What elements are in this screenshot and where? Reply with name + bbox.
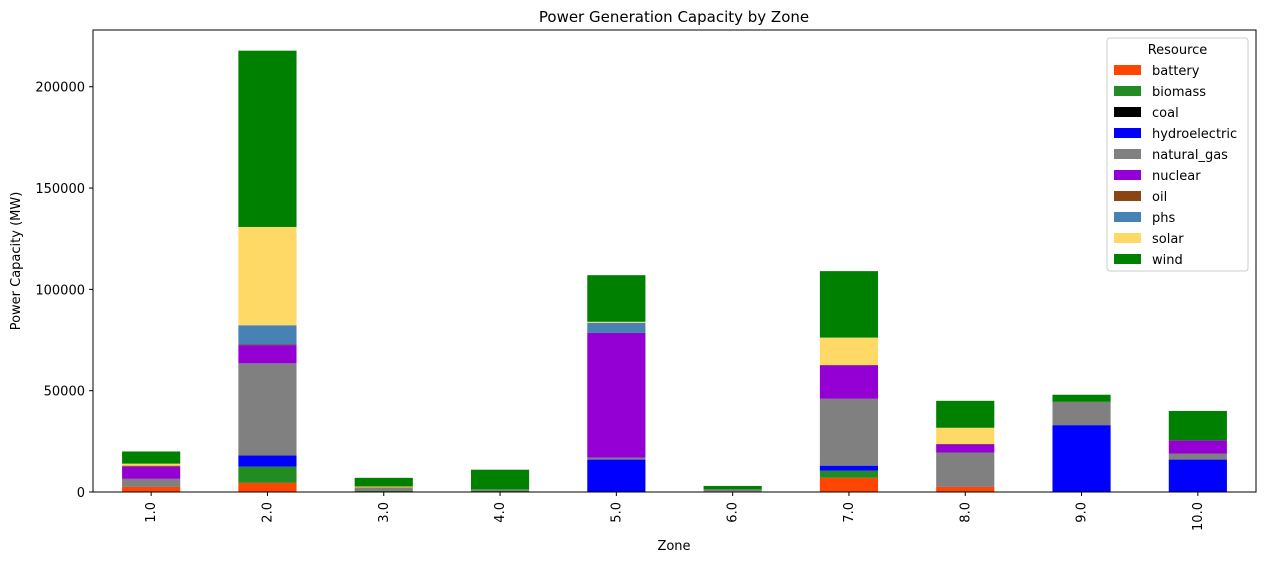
y-axis: 0 50000 100000 150000 200000 — [35, 81, 93, 501]
bar-segment-biomass-zone-2.0 — [238, 466, 297, 483]
bar-segment-solar-zone-7.0 — [819, 337, 879, 365]
legend-title: Resource — [1148, 43, 1208, 58]
bar-segment-wind-zone-7.0 — [819, 271, 879, 338]
bar-segment-biomass-zone-3.0 — [354, 490, 413, 492]
x-tick-label: 10.0 — [1191, 502, 1206, 531]
legend-label-biomass: biomass — [1152, 85, 1206, 100]
legend: Resource battery biomass coal hydroelectric n… — [1106, 37, 1249, 272]
bar-segment-wind-zone-4.0 — [470, 469, 530, 490]
bar-segment-hydroelectric-zone-2.0 — [238, 455, 297, 467]
bar-segment-natural_gas-zone-3.0 — [354, 487, 413, 491]
legend-swatch-wind — [1114, 254, 1141, 264]
bar-segment-nuclear-zone-2.0 — [238, 345, 297, 364]
legend-swatch-biomass — [1114, 86, 1141, 96]
chart-title: Power Generation Capacity by Zone — [539, 8, 809, 26]
y-tick-label: 100000 — [35, 283, 85, 298]
legend-swatch-oil — [1114, 191, 1141, 201]
bar-segment-nuclear-zone-7.0 — [819, 365, 879, 399]
bar-segment-hydroelectric-zone-9.0 — [1052, 425, 1111, 492]
bar-segment-wind-zone-2.0 — [238, 50, 297, 227]
bar-segment-oil-zone-1.0 — [122, 465, 181, 467]
y-axis-label: Power Capacity (MW) — [9, 192, 24, 331]
x-axis: 1.0 2.0 3.0 4.0 5.0 6.0 7.0 8.0 9.0 10.0 — [144, 492, 1206, 531]
bar-segment-wind-zone-8.0 — [936, 400, 995, 428]
bar-segment-wind-zone-6.0 — [703, 485, 762, 490]
legend-swatch-battery — [1114, 65, 1141, 75]
x-axis-label: Zone — [657, 539, 690, 554]
bar-segment-wind-zone-10.0 — [1168, 410, 1227, 441]
bar-segment-battery-zone-2.0 — [238, 482, 297, 492]
legend-swatch-phs — [1114, 212, 1141, 222]
bar-segment-natural_gas-zone-2.0 — [238, 363, 297, 456]
legend-label-battery: battery — [1152, 64, 1200, 79]
x-tick-label: 6.0 — [726, 502, 741, 523]
y-tick-label: 150000 — [35, 182, 85, 197]
bar-segment-natural_gas-zone-8.0 — [936, 452, 995, 487]
legend-swatch-natural_gas — [1114, 149, 1141, 159]
x-tick-label: 3.0 — [377, 502, 392, 523]
bar-segment-nuclear-zone-8.0 — [936, 444, 995, 453]
legend-swatch-hydroelectric — [1114, 128, 1141, 138]
plot-area — [92, 29, 1257, 493]
bar-segment-solar-zone-2.0 — [238, 226, 297, 326]
bar-segment-natural_gas-zone-9.0 — [1052, 401, 1111, 426]
legend-label-coal: coal — [1152, 106, 1179, 121]
bar-segment-battery-zone-7.0 — [819, 477, 879, 492]
x-tick-label: 8.0 — [958, 502, 973, 523]
legend-box — [1106, 37, 1249, 272]
bar-segment-phs-zone-5.0 — [587, 322, 646, 333]
legend-label-phs: phs — [1152, 211, 1175, 226]
legend-swatch-coal — [1114, 107, 1141, 117]
bar-segment-phs-zone-2.0 — [238, 325, 297, 345]
legend-label-wind: wind — [1152, 253, 1183, 268]
bar-segment-natural_gas-zone-6.0 — [703, 489, 762, 492]
bar-segment-natural_gas-zone-7.0 — [819, 398, 879, 466]
legend-swatch-nuclear — [1114, 170, 1141, 180]
bar-segment-nuclear-zone-10.0 — [1168, 440, 1227, 454]
bar-segment-battery-zone-1.0 — [122, 486, 181, 492]
bar-segment-oil-zone-2.0 — [238, 344, 297, 346]
bar-segment-solar-zone-1.0 — [122, 463, 181, 466]
bar-segment-wind-zone-5.0 — [587, 275, 646, 322]
bar-segment-solar-zone-8.0 — [936, 427, 995, 444]
legend-label-natural_gas: natural_gas — [1152, 148, 1228, 163]
legend-label-hydroelectric: hydroelectric — [1152, 127, 1237, 142]
bar-segment-solar-zone-3.0 — [354, 486, 413, 488]
bar-segment-hydroelectric-zone-5.0 — [587, 459, 646, 492]
bar-segment-natural_gas-zone-1.0 — [122, 478, 181, 487]
legend-label-nuclear: nuclear — [1152, 169, 1201, 184]
x-tick-label: 4.0 — [493, 502, 508, 523]
bar-segment-nuclear-zone-1.0 — [122, 466, 181, 479]
y-tick-label: 50000 — [44, 385, 85, 400]
bar-segment-wind-zone-1.0 — [122, 451, 181, 464]
x-tick-label: 2.0 — [260, 502, 275, 523]
bar-segment-natural_gas-zone-5.0 — [587, 457, 646, 460]
legend-swatch-solar — [1114, 233, 1141, 243]
x-tick-label: 9.0 — [1075, 502, 1090, 523]
bar-segment-hydroelectric-zone-10.0 — [1168, 459, 1227, 492]
y-tick-label: 0 — [77, 486, 85, 501]
x-tick-label: 7.0 — [842, 502, 857, 523]
bar-segment-hydroelectric-zone-7.0 — [819, 465, 879, 471]
bar-segment-solar-zone-5.0 — [587, 321, 646, 323]
bar-segment-wind-zone-3.0 — [354, 477, 413, 487]
x-tick-label: 1.0 — [144, 502, 159, 523]
bar-segment-biomass-zone-7.0 — [819, 470, 879, 478]
bar-segment-biomass-zone-4.0 — [470, 490, 530, 492]
bar-segment-wind-zone-9.0 — [1052, 394, 1111, 402]
y-tick-label: 200000 — [35, 81, 85, 96]
bar-segment-nuclear-zone-5.0 — [587, 332, 646, 458]
legend-label-solar: solar — [1152, 232, 1184, 247]
plot-frame — [92, 29, 1257, 493]
x-tick-label: 5.0 — [609, 502, 624, 523]
legend-label-oil: oil — [1152, 190, 1167, 205]
bar-segment-battery-zone-8.0 — [936, 486, 995, 492]
bar-segment-natural_gas-zone-4.0 — [470, 489, 530, 491]
bar-segment-natural_gas-zone-10.0 — [1168, 453, 1227, 460]
